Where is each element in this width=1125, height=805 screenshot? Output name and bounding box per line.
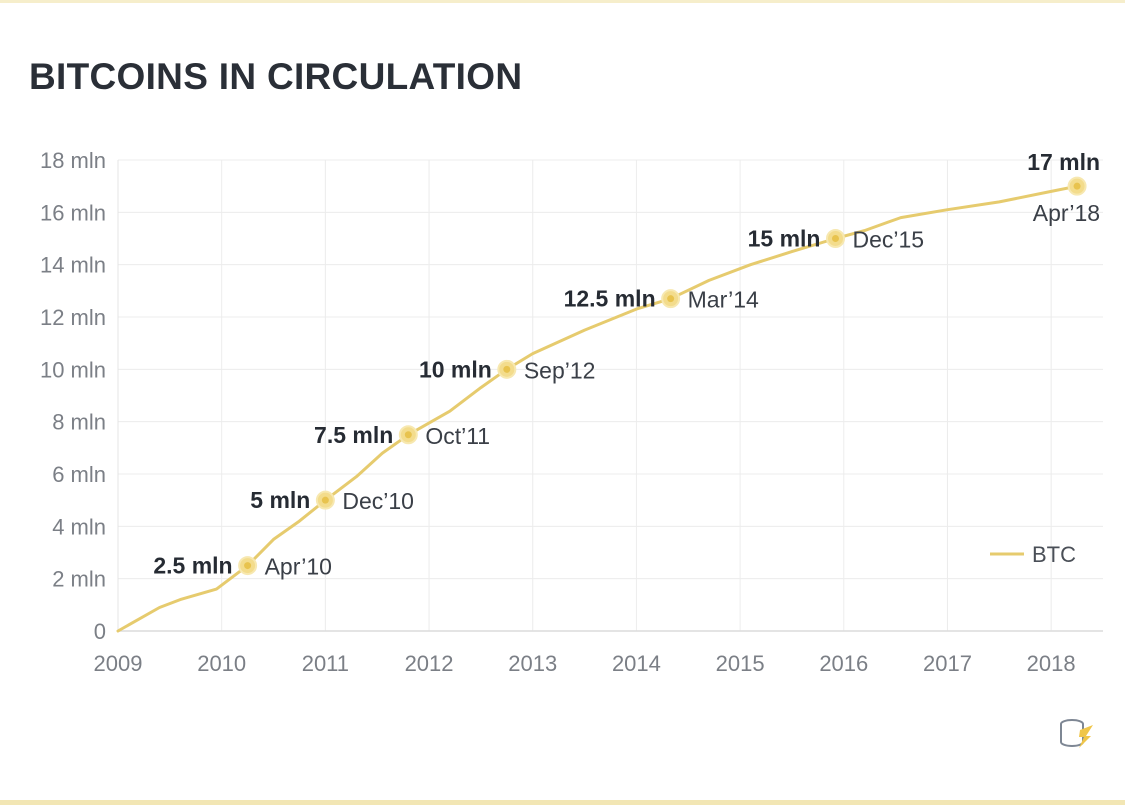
y-tick-label: 0 xyxy=(94,619,106,644)
y-tick-label: 10 mln xyxy=(40,357,106,382)
milestone-date-label: Apr’10 xyxy=(265,554,332,580)
y-tick-label: 8 mln xyxy=(52,410,106,435)
milestone-value-label: 17 mln xyxy=(1027,149,1100,175)
x-tick-label: 2017 xyxy=(923,651,972,676)
milestone-date-label: Oct’11 xyxy=(425,423,490,449)
milestone-value-label: 12.5 mln xyxy=(564,286,656,312)
y-tick-label: 4 mln xyxy=(52,514,106,539)
chart-title: BITCOINS IN CIRCULATION xyxy=(29,56,523,97)
series-line-btc xyxy=(116,184,1079,633)
y-tick-label: 2 mln xyxy=(52,567,106,592)
milestone-annotation: 15 mln Dec’15 xyxy=(748,226,924,253)
milestone-marker-core xyxy=(321,496,329,504)
x-tick-label: 2011 xyxy=(302,651,349,676)
x-tick-label: 2014 xyxy=(612,651,661,676)
milestone-marker-core xyxy=(244,562,252,570)
milestone-date-label: Mar’14 xyxy=(688,287,759,313)
milestone-value-label: 7.5 mln xyxy=(314,422,393,448)
x-tick-label: 2015 xyxy=(716,651,765,676)
y-tick-label: 6 mln xyxy=(52,462,106,487)
x-tick-label: 2018 xyxy=(1027,651,1076,676)
milestone-marker-core xyxy=(831,235,839,242)
milestone-date-label: Dec’10 xyxy=(342,488,414,514)
x-tick-label: 2009 xyxy=(94,651,143,676)
legend-label-btc: BTC xyxy=(1032,542,1076,567)
x-tick-label: 2010 xyxy=(197,651,246,676)
top-border xyxy=(0,0,1125,3)
milestone-annotation: 2.5 mln Apr’10 xyxy=(153,553,332,580)
bottom-border xyxy=(0,800,1125,805)
y-tick-label: 18 mln xyxy=(40,148,106,173)
milestone-annotation: 17 mln Apr’18 xyxy=(1027,149,1100,226)
x-tick-label: 2013 xyxy=(508,651,557,676)
milestone-marker-core xyxy=(503,365,511,373)
milestone-annotation: 10 mln Sep’12 xyxy=(419,356,596,383)
x-tick-label: 2016 xyxy=(819,651,868,676)
milestone-value-label: 10 mln xyxy=(419,356,492,382)
series-layer xyxy=(116,184,1079,633)
y-tick-label: 12 mln xyxy=(40,305,106,330)
x-tick-label: 2012 xyxy=(405,651,454,676)
milestone-value-label: 15 mln xyxy=(748,226,821,252)
milestone-date-label: Sep’12 xyxy=(524,357,596,383)
stacked-coins-logo-icon xyxy=(1060,719,1093,748)
milestone-annotation: 7.5 mln Oct’11 xyxy=(314,422,490,449)
milestone-annotation: 12.5 mln Mar’14 xyxy=(564,286,759,313)
y-tick-label: 14 mln xyxy=(40,253,106,278)
milestone-annotation: 5 mln Dec’10 xyxy=(250,487,414,514)
milestone-marker-core xyxy=(667,295,675,303)
legend: BTC xyxy=(990,542,1076,567)
milestone-marker-core xyxy=(1073,182,1081,190)
milestone-date-label: Apr’18 xyxy=(1033,200,1100,226)
y-tick-label: 16 mln xyxy=(40,200,106,225)
milestone-date-label: Dec’15 xyxy=(852,227,924,253)
milestone-marker-core xyxy=(404,431,412,439)
milestone-value-label: 2.5 mln xyxy=(153,553,232,579)
axes: 0 2 mln 4 mln 6 mln 8 mln 10 mln 12 mln 14 mln 1… xyxy=(40,148,1103,676)
annotations: 2.5 mln Apr’10 5 mln Dec’10 7.5 mln Oct’11 10 … xyxy=(153,149,1100,579)
milestone-value-label: 5 mln xyxy=(250,487,310,513)
